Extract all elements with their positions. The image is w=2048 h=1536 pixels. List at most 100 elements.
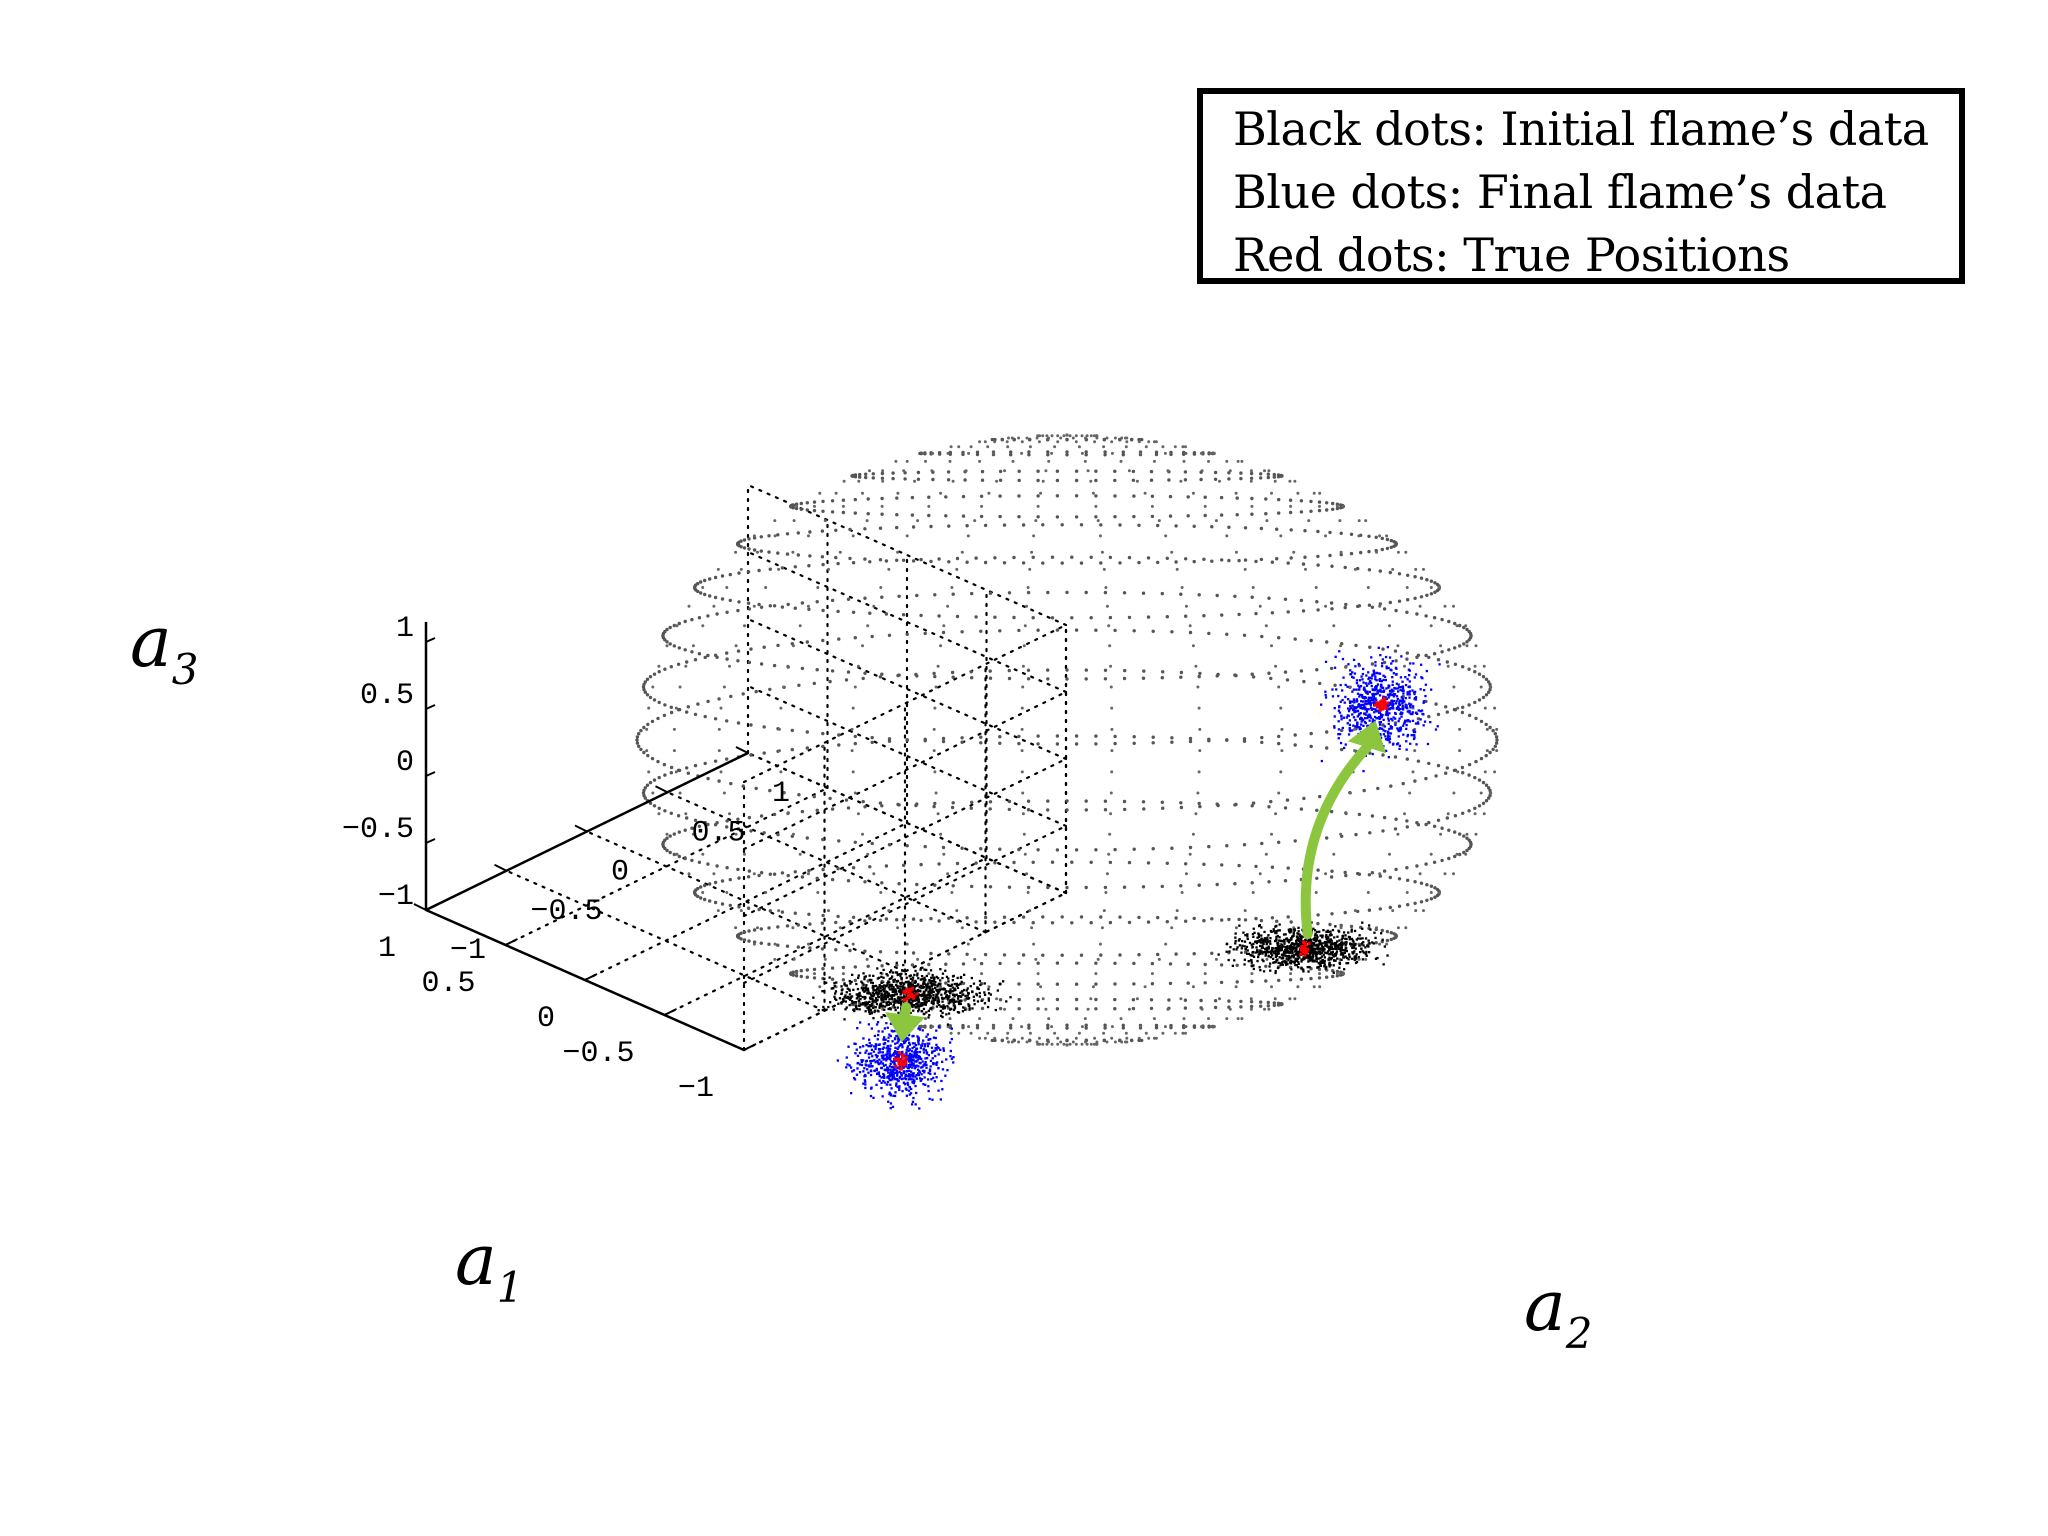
sphere-point bbox=[1424, 653, 1428, 658]
sphere-point bbox=[752, 942, 756, 946]
initial-data-point bbox=[1296, 936, 1299, 939]
sphere-point bbox=[1406, 903, 1410, 907]
sphere-point bbox=[806, 872, 810, 876]
initial-data-point bbox=[964, 1008, 967, 1011]
sphere-point bbox=[1396, 644, 1400, 648]
sphere-point bbox=[1028, 438, 1032, 442]
initial-data-point bbox=[1244, 934, 1247, 937]
initial-data-point bbox=[840, 1002, 843, 1005]
sphere-point bbox=[1113, 997, 1117, 1002]
final-data-point bbox=[887, 1040, 890, 1043]
final-data-point bbox=[877, 1033, 880, 1037]
sphere-point bbox=[1127, 555, 1132, 560]
sphere-point bbox=[641, 685, 646, 689]
sphere-point bbox=[851, 866, 856, 870]
sphere-point bbox=[1021, 664, 1025, 668]
initial-data-point bbox=[860, 987, 863, 990]
sphere-point bbox=[1488, 725, 1492, 730]
initial-data-point bbox=[856, 987, 860, 991]
final-data-point bbox=[906, 1069, 909, 1073]
sphere-point bbox=[932, 804, 936, 809]
sphere-point bbox=[1091, 985, 1095, 989]
final-data-point bbox=[888, 1079, 892, 1082]
initial-data-point bbox=[1257, 953, 1260, 956]
initial-data-point bbox=[1308, 965, 1311, 969]
sphere-point bbox=[805, 501, 809, 505]
initial-data-point bbox=[1271, 954, 1274, 957]
sphere-point bbox=[998, 1006, 1003, 1011]
final-data-point bbox=[913, 1080, 916, 1083]
sphere-point bbox=[1150, 982, 1155, 986]
final-data-point bbox=[856, 1054, 860, 1057]
sphere-point bbox=[934, 791, 938, 795]
sphere-point bbox=[1108, 860, 1113, 865]
sphere-point bbox=[1481, 780, 1486, 785]
initial-data-point bbox=[1361, 958, 1364, 961]
sphere-point bbox=[1099, 953, 1103, 957]
sphere-point bbox=[1207, 844, 1211, 849]
sphere-point bbox=[1027, 1023, 1031, 1027]
final-data-point bbox=[1392, 695, 1395, 698]
sphere-point bbox=[677, 646, 681, 650]
sphere-point bbox=[754, 689, 758, 694]
initial-data-point bbox=[1252, 967, 1255, 971]
sphere-point bbox=[800, 809, 805, 814]
sphere-point bbox=[1034, 957, 1038, 961]
sphere-point bbox=[768, 872, 772, 876]
initial-data-point bbox=[917, 998, 920, 1001]
sphere-point bbox=[816, 891, 820, 894]
initial-data-point bbox=[941, 972, 945, 975]
sphere-point bbox=[812, 976, 817, 980]
sphere-point bbox=[1079, 953, 1084, 957]
sphere-point bbox=[1329, 666, 1334, 671]
final-data-point bbox=[1337, 694, 1340, 698]
sphere-point bbox=[708, 899, 712, 903]
sphere-point bbox=[1036, 478, 1040, 483]
initial-data-point bbox=[972, 982, 976, 985]
final-data-point bbox=[1423, 689, 1426, 692]
final-data-point bbox=[874, 1053, 877, 1057]
initial-data-point bbox=[905, 981, 908, 984]
sphere-point bbox=[1074, 469, 1079, 473]
sphere-point bbox=[853, 685, 857, 689]
initial-data-point bbox=[1302, 958, 1305, 961]
initial-data-point bbox=[977, 987, 980, 991]
sphere-point bbox=[1285, 678, 1290, 682]
initial-data-point bbox=[1258, 966, 1261, 969]
initial-data-point bbox=[1283, 942, 1286, 945]
initial-data-point bbox=[1238, 924, 1241, 927]
initial-data-point bbox=[1260, 937, 1263, 940]
sphere-point bbox=[901, 918, 906, 922]
sphere-point bbox=[851, 474, 855, 478]
final-data-point bbox=[915, 1051, 918, 1054]
sphere-point bbox=[1213, 1005, 1218, 1010]
sphere-point bbox=[853, 741, 857, 746]
final-data-point bbox=[1384, 738, 1388, 741]
sphere-point bbox=[1050, 555, 1055, 559]
final-data-point bbox=[852, 1076, 856, 1080]
sphere-point bbox=[841, 978, 846, 982]
sphere-point bbox=[1050, 921, 1055, 925]
initial-data-point bbox=[1316, 966, 1319, 969]
sphere-point bbox=[1236, 1017, 1240, 1021]
initial-data-point bbox=[900, 981, 904, 984]
sphere-point bbox=[1489, 685, 1492, 689]
sphere-point bbox=[1083, 459, 1087, 463]
initial-data-point bbox=[925, 1000, 928, 1003]
sphere-point bbox=[1105, 872, 1109, 876]
sphere-point bbox=[842, 479, 846, 483]
sphere-point bbox=[919, 918, 923, 923]
sphere-point bbox=[897, 673, 901, 677]
sphere-point bbox=[786, 873, 790, 878]
initial-data-point bbox=[1307, 950, 1311, 953]
final-data-point bbox=[898, 1070, 901, 1074]
initial-data-point bbox=[1329, 964, 1332, 967]
sphere-point bbox=[1080, 1042, 1084, 1046]
sphere-point bbox=[685, 710, 689, 714]
sphere-point bbox=[1198, 804, 1202, 809]
initial-data-point bbox=[1278, 939, 1281, 942]
sphere-point bbox=[1031, 616, 1035, 620]
final-data-point bbox=[1389, 668, 1392, 671]
final-data-point bbox=[889, 1071, 892, 1074]
initial-data-point bbox=[913, 1004, 916, 1007]
